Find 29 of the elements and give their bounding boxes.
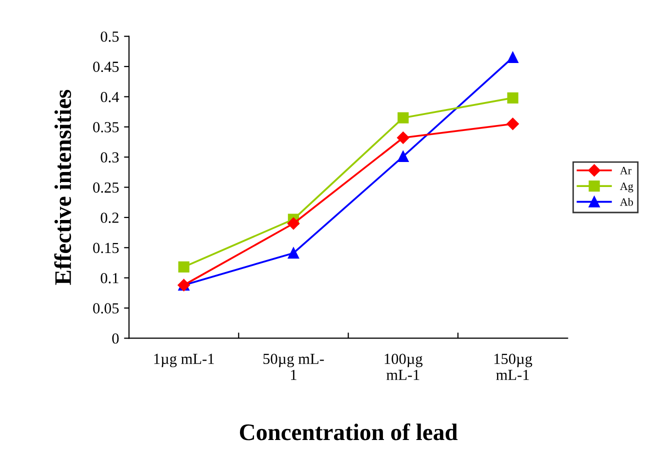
point bbox=[287, 217, 300, 230]
y-tick-label: 0.4 bbox=[100, 92, 120, 102]
x-axis-title: Concentration of lead bbox=[240, 423, 458, 440]
x-tick-label: 1µg mL-1 bbox=[154, 354, 214, 368]
y-tick-label: 0.35 bbox=[93, 122, 119, 132]
y-tick-label: 0.3 bbox=[100, 152, 119, 163]
y-tick-label: 0.5 bbox=[100, 31, 119, 42]
point bbox=[507, 92, 518, 104]
y-tick-label: 0.05 bbox=[93, 303, 119, 314]
y-axis-title: Effective intensities bbox=[54, 90, 72, 285]
point bbox=[178, 261, 190, 273]
x-tick-label: 150µg mL-1 bbox=[494, 354, 532, 380]
point bbox=[398, 112, 409, 124]
legend-label: Ar bbox=[620, 166, 632, 174]
point bbox=[288, 248, 300, 259]
y-tick-label: 0 bbox=[112, 333, 119, 344]
y-tick-label: 0.25 bbox=[93, 182, 119, 193]
point bbox=[398, 150, 409, 162]
point bbox=[506, 118, 519, 130]
legend-label: Ag bbox=[620, 182, 634, 192]
x-tick-label: 50µg mL- 1 bbox=[263, 354, 324, 380]
point bbox=[507, 52, 518, 64]
y-tick-label: 0.1 bbox=[100, 272, 118, 284]
legend-label: Ab bbox=[620, 198, 633, 206]
y-tick-label: 0.2 bbox=[100, 212, 118, 223]
y-tick-label: 0.45 bbox=[93, 62, 119, 72]
x-tick-label: 100µg mL-1 bbox=[384, 354, 423, 380]
y-tick-label: 0.15 bbox=[93, 242, 119, 254]
point bbox=[397, 132, 410, 144]
